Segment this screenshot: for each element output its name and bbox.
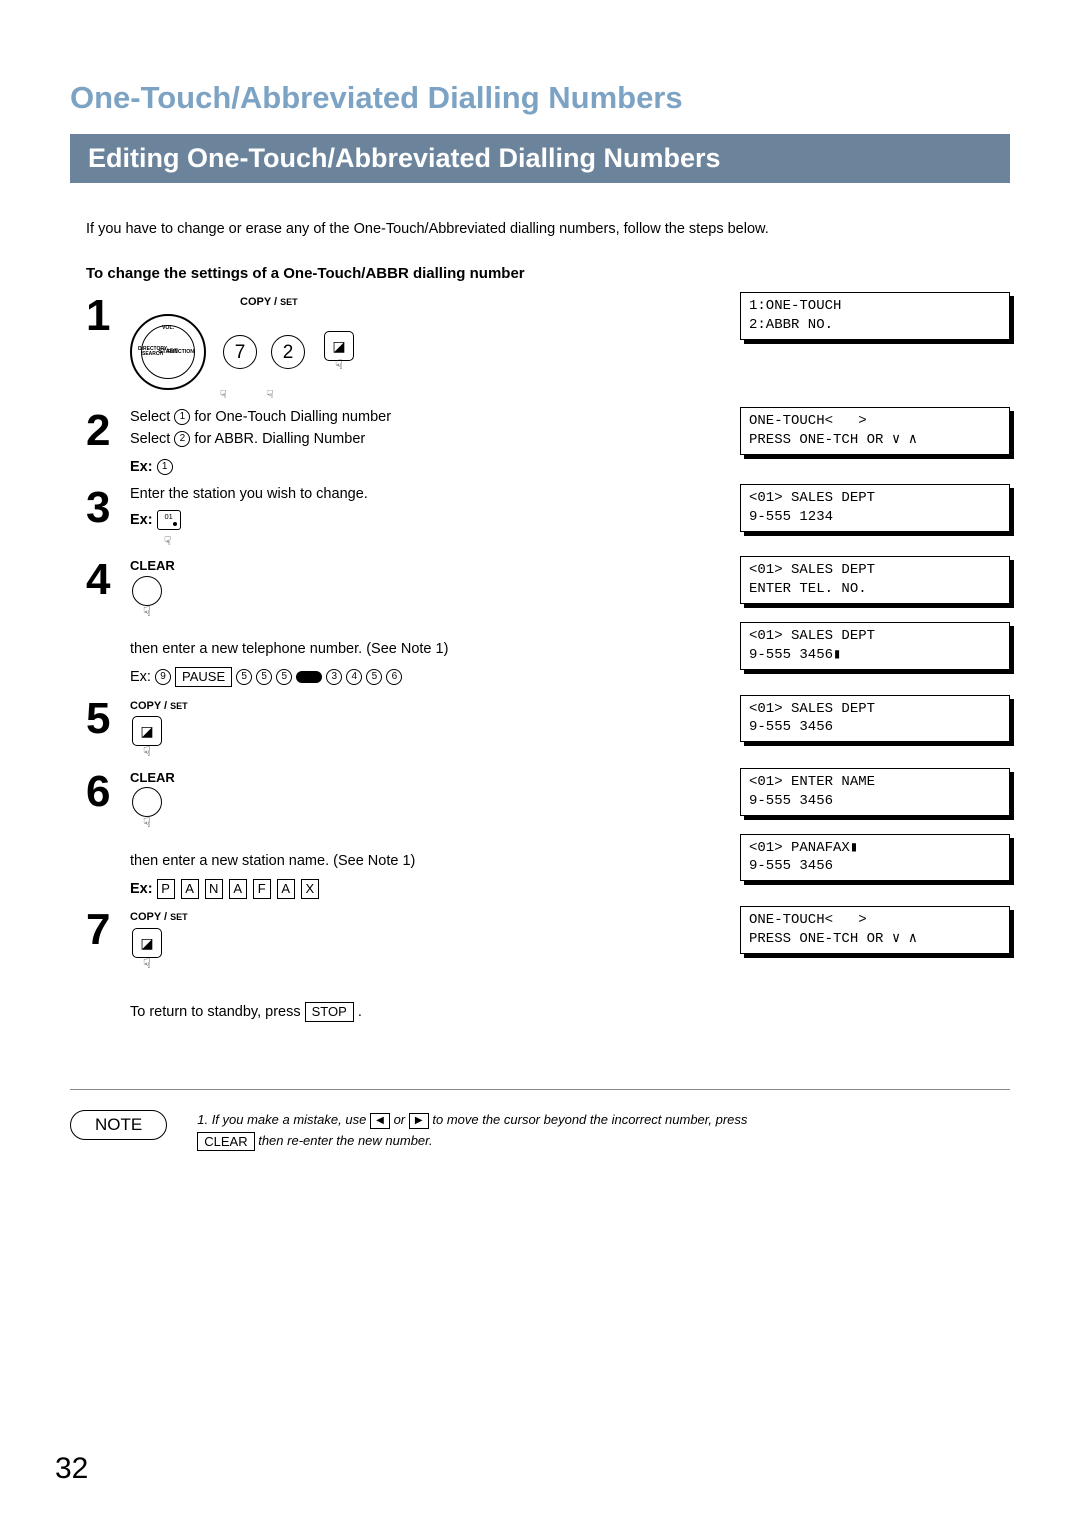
step-number: 1 xyxy=(70,292,130,338)
char-key-icon: A xyxy=(181,879,199,899)
digit-icon: 6 xyxy=(386,669,402,685)
example-label: Ex: xyxy=(130,669,151,685)
char-key-icon: A xyxy=(229,879,247,899)
step-6: 6 CLEAR ☟ then enter a new station name.… xyxy=(70,768,1010,901)
step-3: 3 Enter the station you wish to change. … xyxy=(70,484,1010,550)
example-key-icon: 1 xyxy=(157,459,173,475)
lcd-display: <01> ENTER NAME 9-555 3456 xyxy=(740,768,1010,816)
lcd-display: <01> PANAFAX▮ 9-555 3456 xyxy=(740,834,1010,882)
intro-text: If you have to change or erase any of th… xyxy=(86,221,1010,237)
step-2: 2 Select 1 for One-Touch Dialling number… xyxy=(70,407,1010,478)
digit-icon: 3 xyxy=(326,669,342,685)
set-button-icon: ◪ ☟ xyxy=(130,928,164,974)
left-arrow-icon: ◀ xyxy=(370,1113,390,1129)
page-number: 32 xyxy=(55,1452,88,1486)
press-hand-icon: ☟ xyxy=(164,532,720,550)
clear-label: CLEAR xyxy=(130,556,720,576)
option-2-icon: 2 xyxy=(174,431,190,447)
step-7: 7 COPY / SET ◪ ☟ To return to standby, p… xyxy=(70,906,1010,1023)
key-7-icon: 7 xyxy=(223,335,257,369)
lcd-display: <01> SALES DEPT 9-555 3456▮ xyxy=(740,622,1010,670)
clear-button-icon: ☟ xyxy=(130,576,164,622)
lcd-display: ONE-TOUCH< > PRESS ONE-TCH OR ∨ ∧ xyxy=(740,407,1010,455)
lcd-display: 1:ONE-TOUCH 2:ABBR NO. xyxy=(740,292,1010,340)
lcd-display: <01> SALES DEPT 9-555 1234 xyxy=(740,484,1010,532)
step-number: 5 xyxy=(70,695,130,741)
step-1: 1 COPY / SET START VOL. FUNCTION DIRECTO… xyxy=(70,292,1010,401)
char-key-icon: P xyxy=(157,879,175,899)
lcd-display: <01> SALES DEPT ENTER TEL. NO. xyxy=(740,556,1010,604)
press-hand-icon: ☟ xyxy=(220,388,227,401)
page-title: One-Touch/Abbreviated Dialling Numbers xyxy=(70,80,1010,116)
char-key-icon: F xyxy=(253,879,271,899)
digit-icon: 5 xyxy=(276,669,292,685)
clear-button-icon: ☟ xyxy=(130,787,164,833)
step-number: 6 xyxy=(70,768,130,814)
dial-wheel-icon: START VOL. FUNCTION DIRECTORYSEARCH xyxy=(130,314,206,390)
step-number: 2 xyxy=(70,407,130,453)
lcd-display: ONE-TOUCH< > PRESS ONE-TCH OR ∨ ∧ xyxy=(740,906,1010,954)
right-arrow-icon: ▶ xyxy=(409,1113,429,1129)
stop-button-icon: STOP xyxy=(305,1002,354,1022)
digit-icon: 9 xyxy=(155,669,171,685)
step-5: 5 COPY / SET ◪ ☟ <01> SALES DEPT 9-555 3… xyxy=(70,695,1010,762)
copy-set-label: COPY / SET xyxy=(130,700,188,712)
key-2-icon: 2 xyxy=(271,335,305,369)
clear-button-icon: CLEAR xyxy=(197,1132,254,1152)
procedure-heading: To change the settings of a One-Touch/AB… xyxy=(86,265,1010,282)
one-touch-key-icon: 01 xyxy=(157,510,181,530)
digit-icon: 5 xyxy=(236,669,252,685)
note-section: NOTE 1. If you make a mistake, use ◀ or … xyxy=(70,1089,1010,1152)
step-4: 4 CLEAR ☟ then enter a new telephone num… xyxy=(70,556,1010,689)
copy-set-label: COPY / SET xyxy=(240,296,298,308)
spacer-icon xyxy=(296,671,322,683)
step-number: 3 xyxy=(70,484,130,530)
clear-label: CLEAR xyxy=(130,768,720,788)
step-number: 7 xyxy=(70,906,130,952)
press-hand-icon: ☟ xyxy=(267,388,274,401)
digit-icon: 5 xyxy=(366,669,382,685)
set-button-icon: ◪ ☟ xyxy=(130,716,164,762)
steps-list: 1 COPY / SET START VOL. FUNCTION DIRECTO… xyxy=(70,292,1010,1029)
set-button-icon: ◪ ☟ xyxy=(322,331,356,373)
digit-icon: 4 xyxy=(346,669,362,685)
copy-set-label: COPY / SET xyxy=(130,911,188,923)
section-title: Editing One-Touch/Abbreviated Dialling N… xyxy=(70,134,1010,183)
lcd-display: <01> SALES DEPT 9-555 3456 xyxy=(740,695,1010,743)
digit-icon: 5 xyxy=(256,669,272,685)
char-key-icon: A xyxy=(277,879,295,899)
step-number: 4 xyxy=(70,556,130,602)
pause-button-icon: PAUSE xyxy=(175,667,232,687)
option-1-icon: 1 xyxy=(174,409,190,425)
char-key-icon: X xyxy=(301,879,319,899)
char-key-icon: N xyxy=(205,879,223,899)
note-text: 1. If you make a mistake, use ◀ or ▶ to … xyxy=(197,1110,747,1152)
note-badge: NOTE xyxy=(70,1110,167,1140)
